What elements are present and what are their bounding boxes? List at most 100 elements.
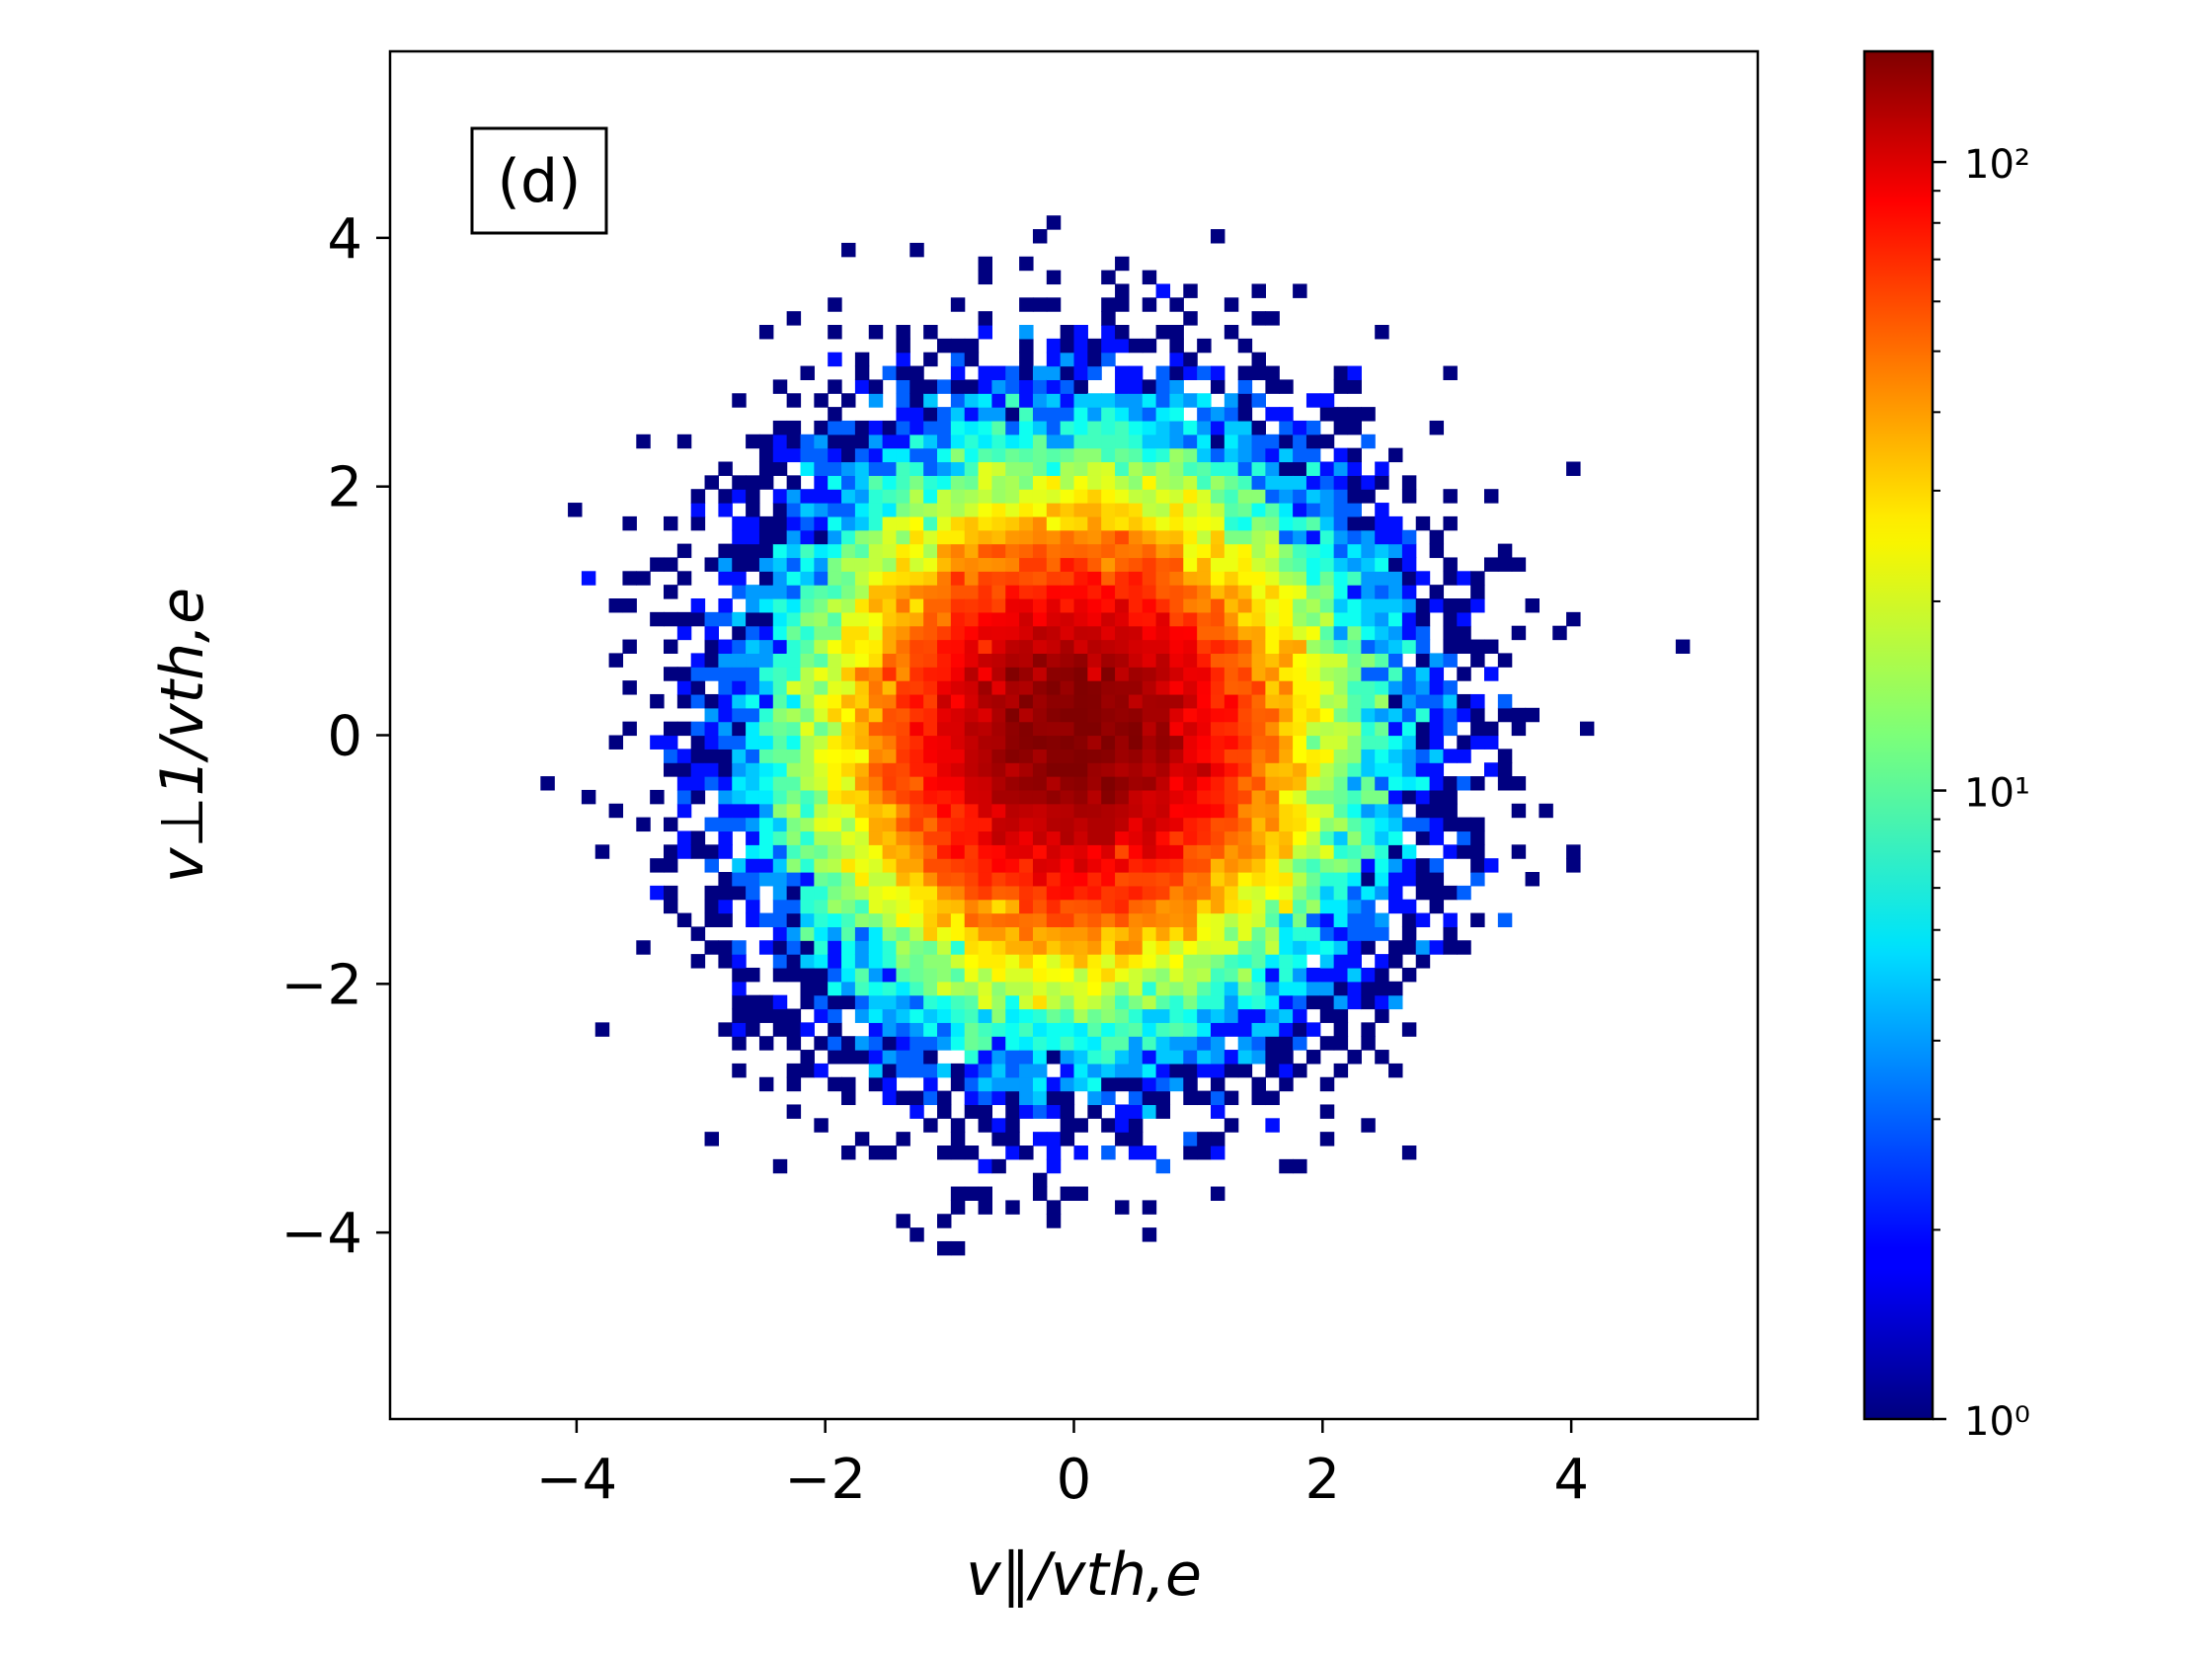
- heatmap-cell: [1319, 721, 1335, 737]
- heatmap-cell: [841, 693, 856, 709]
- heatmap-cell: [1197, 830, 1212, 845]
- heatmap-cell: [1142, 667, 1157, 681]
- heatmap-cell: [1415, 789, 1431, 805]
- heatmap-cell: [923, 543, 938, 559]
- heatmap-cell: [1265, 461, 1280, 476]
- heatmap-cell: [1293, 1063, 1307, 1078]
- heatmap-cell: [923, 776, 938, 791]
- heatmap-cell: [758, 912, 774, 927]
- heatmap-cell: [676, 611, 692, 627]
- heatmap-cell: [704, 817, 719, 832]
- heatmap-cell: [772, 1022, 788, 1037]
- heatmap-cell: [1046, 667, 1062, 681]
- heatmap-cell: [746, 625, 760, 641]
- heatmap-cell: [1169, 926, 1184, 941]
- heatmap-cell: [1155, 379, 1171, 394]
- heatmap-cell: [1005, 489, 1020, 504]
- heatmap-cell: [1375, 680, 1389, 695]
- heatmap-cell: [1347, 667, 1362, 681]
- heatmap-cell: [1361, 489, 1376, 504]
- heatmap-cell: [1073, 749, 1088, 763]
- heatmap-cell: [1169, 543, 1184, 559]
- heatmap-cell: [772, 693, 788, 709]
- heatmap-cell: [1101, 407, 1116, 422]
- heatmap-cell: [1305, 899, 1321, 914]
- heatmap-cell: [1115, 393, 1130, 408]
- heatmap-cell: [1087, 338, 1102, 354]
- heatmap-cell: [1197, 707, 1212, 723]
- heatmap-cell: [937, 598, 952, 613]
- heatmap-cell: [786, 420, 802, 435]
- heatmap-cell: [896, 830, 910, 845]
- heatmap-cell: [1032, 872, 1048, 887]
- heatmap-cell: [814, 515, 829, 531]
- heatmap-cell: [1142, 762, 1157, 777]
- heatmap-cell: [1128, 557, 1144, 572]
- heatmap-cell: [1375, 653, 1389, 668]
- heatmap-cell: [1305, 707, 1321, 723]
- heatmap-cell: [1101, 447, 1116, 463]
- heatmap-cell: [950, 379, 966, 394]
- heatmap-cell: [868, 721, 884, 737]
- heatmap-cell: [1224, 420, 1239, 435]
- heatmap-cell: [923, 844, 938, 859]
- heatmap-cell: [868, 639, 884, 654]
- heatmap-cell: [1265, 557, 1280, 572]
- heatmap-cell: [650, 735, 665, 750]
- heatmap-cell: [622, 515, 637, 531]
- heatmap-cell: [882, 885, 898, 901]
- heatmap-cell: [1251, 1022, 1266, 1037]
- heatmap-cell: [868, 1036, 884, 1051]
- heatmap-cell: [882, 680, 898, 695]
- heatmap-cell: [1251, 598, 1266, 613]
- heatmap-cell: [1251, 885, 1266, 901]
- heatmap-cell: [746, 872, 760, 887]
- heatmap-cell: [1265, 735, 1280, 750]
- heatmap-cell: [704, 844, 719, 859]
- heatmap-cell: [1443, 625, 1458, 641]
- heatmap-cell: [746, 529, 760, 545]
- heatmap-cell: [718, 735, 733, 750]
- heatmap-cell: [664, 557, 678, 572]
- heatmap-cell: [1087, 981, 1102, 996]
- heatmap-cell: [1401, 475, 1417, 490]
- heatmap-cell: [1237, 598, 1253, 613]
- heatmap-cell: [1019, 1036, 1034, 1051]
- heatmap-cell: [937, 611, 952, 627]
- heatmap-cell: [622, 680, 637, 695]
- heatmap-cell: [758, 639, 774, 654]
- heatmap-cell: [814, 762, 829, 777]
- heatmap-cell: [704, 475, 719, 490]
- heatmap-cell: [1073, 830, 1088, 845]
- heatmap-cell: [1169, 1008, 1184, 1023]
- heatmap-cell: [854, 557, 870, 572]
- heatmap-cell: [1279, 735, 1294, 750]
- heatmap-cell: [1375, 912, 1389, 927]
- heatmap-cell: [1497, 749, 1513, 763]
- heatmap-cell: [991, 625, 1006, 641]
- heatmap-cell: [868, 912, 884, 927]
- heatmap-cell: [814, 667, 829, 681]
- heatmap-cell: [1224, 735, 1239, 750]
- heatmap-cell: [896, 680, 910, 695]
- heatmap-cell: [622, 598, 637, 613]
- heatmap-cell: [1019, 447, 1034, 463]
- heatmap-cell: [1415, 803, 1431, 819]
- heatmap-cell: [814, 735, 829, 750]
- heatmap-cell: [746, 639, 760, 654]
- heatmap-cell: [937, 1090, 952, 1106]
- heatmap-cell: [758, 844, 774, 859]
- heatmap-cell: [923, 434, 938, 449]
- heatmap-cell: [704, 653, 719, 668]
- heatmap-cell: [1128, 1076, 1144, 1092]
- heatmap-cell: [964, 338, 980, 354]
- heatmap-cell: [1142, 803, 1157, 819]
- heatmap-cell: [964, 571, 980, 586]
- heatmap-cell: [1361, 653, 1376, 668]
- heatmap-cell: [1197, 407, 1212, 422]
- heatmap-cell: [800, 461, 815, 476]
- heatmap-cell: [1142, 707, 1157, 723]
- heatmap-cell: [868, 899, 884, 914]
- heatmap-cell: [1101, 1008, 1116, 1023]
- heatmap-cell: [868, 1063, 884, 1078]
